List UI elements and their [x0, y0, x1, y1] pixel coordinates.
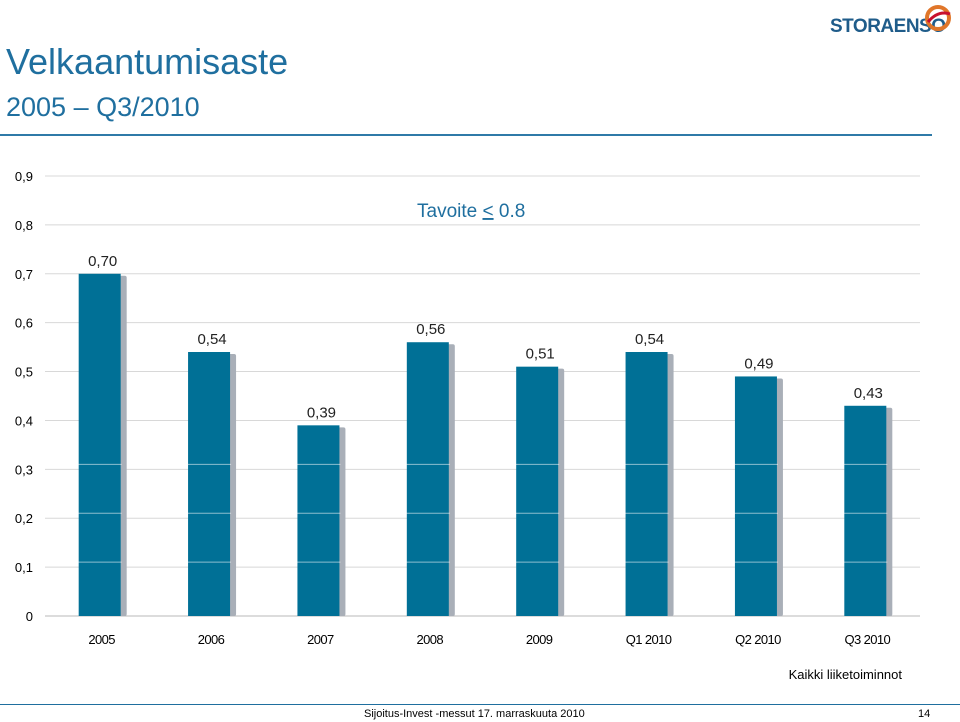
y-tick-label: 0,2: [15, 511, 33, 526]
footer-divider: [0, 704, 960, 705]
bars: [78, 273, 887, 616]
bar: [406, 342, 449, 616]
y-tick-label: 0,9: [15, 169, 33, 184]
bar: [78, 273, 121, 616]
data-label: 0,43: [854, 385, 883, 402]
data-labels: 0,70 0,54 0,39 0,56 0,51 0,54 0,49 0,43: [88, 253, 883, 422]
x-tick-label: Q2 2010: [735, 632, 781, 647]
y-tick-label: 0,6: [15, 316, 33, 331]
bar: [516, 366, 559, 616]
bar-reflections: [70, 463, 888, 563]
page-title: Velkaantumisaste: [6, 41, 289, 82]
header-divider: [0, 134, 932, 136]
y-tick-label: 0,3: [15, 462, 33, 477]
bar: [844, 405, 887, 616]
page-number: 14: [918, 708, 931, 720]
logo-text: STORAENSO: [830, 16, 946, 37]
y-axis-ticks: 0 0,1 0,2 0,3 0,4 0,5 0,6 0,7 0,8 0,9: [15, 169, 33, 624]
logo-swoosh-icon: [925, 5, 951, 31]
y-tick-label: 0,5: [15, 365, 33, 380]
bar: [625, 352, 668, 616]
x-tick-label: 2008: [417, 632, 444, 647]
y-tick-label: 0,7: [15, 267, 33, 282]
target-annotation: Tavoite < 0.8: [417, 201, 525, 222]
bar: [297, 425, 340, 616]
data-label: 0,70: [88, 253, 117, 270]
y-tick-label: 0: [26, 609, 33, 624]
x-tick-label: 2007: [307, 632, 334, 647]
data-label: 0,49: [744, 355, 773, 372]
chart-note: Kaikki liiketoiminnot: [789, 667, 903, 682]
x-tick-label: Q1 2010: [626, 632, 672, 647]
data-label: 0,51: [526, 346, 555, 363]
x-tick-label: 2005: [88, 632, 115, 647]
target-prefix: Tavoite: [417, 201, 482, 222]
debt-ratio-chart: 00,10,20,30,40,50,60,70,80,9 2005 2006 200…: [15, 169, 920, 682]
bar: [188, 352, 231, 616]
data-label: 0,39: [307, 404, 336, 421]
footer-event: Sijoitus-Invest -messut 17. marraskuuta …: [364, 708, 585, 720]
y-tick-label: 0,4: [15, 413, 33, 428]
stora-enso-logo: STORAENSO: [830, 4, 960, 38]
y-tick-label: 0,1: [15, 560, 33, 575]
data-label: 0,56: [416, 321, 445, 338]
target-value: 0.8: [494, 201, 526, 222]
x-tick-label: 2006: [198, 632, 225, 647]
x-axis-ticks: 2005 2006 2007 2008 2009 Q1 2010 Q2 2010 Q3 201…: [88, 632, 891, 647]
page-subtitle: 2005 – Q3/2010: [6, 92, 200, 122]
bar: [734, 376, 777, 616]
x-tick-label: Q3 2010: [844, 632, 890, 647]
y-tick-label: 0,8: [15, 218, 33, 233]
target-operator: <: [482, 201, 493, 222]
x-tick-label: 2009: [526, 632, 553, 647]
data-label: 0,54: [197, 331, 226, 348]
gridlines: [45, 175, 920, 617]
data-label: 0,54: [635, 331, 664, 348]
